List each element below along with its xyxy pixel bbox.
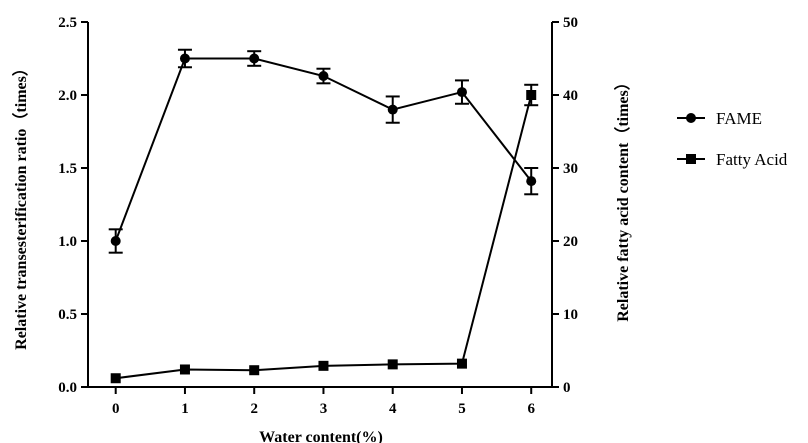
fame-line — [114, 57, 533, 242]
fatty-acid-point — [318, 360, 329, 371]
y2-tick-label: 10 — [563, 307, 578, 323]
fame-point — [387, 104, 398, 115]
ticks: 0.0 0.5 1.0 1.5 2.0 2.5 0 10 20 30 40 50 0 1 2 3 4 5 6 — [58, 15, 578, 417]
legend-fame-marker — [686, 113, 696, 123]
y-tick-label: 0.5 — [58, 307, 77, 323]
fatty-acid-line — [115, 94, 533, 380]
y-tick-label: 2.0 — [58, 88, 77, 104]
y-tick-label: 1.0 — [58, 234, 77, 250]
x-tick-label: 3 — [320, 401, 328, 417]
series-fatty-acid — [110, 83, 539, 384]
x-axis-title: Water content(%) — [259, 429, 383, 443]
fame-point — [318, 71, 329, 82]
y2-axis-title: Relative fatty acid content（times） — [614, 74, 632, 322]
legend-fatty-acid-marker — [686, 154, 696, 164]
y2-tick-label: 0 — [563, 380, 571, 396]
x-tick-label: 6 — [527, 401, 535, 417]
fatty-acid-point — [179, 364, 190, 375]
y2-tick-label: 20 — [563, 234, 578, 250]
legend: FAME Fatty Acid — [677, 109, 788, 169]
y2-tick-label: 50 — [563, 15, 578, 31]
x-tick-label: 4 — [389, 401, 397, 417]
fame-point — [179, 53, 190, 64]
fame-point — [526, 176, 537, 187]
series-fame — [108, 48, 539, 254]
y-tick-label: 0.0 — [58, 380, 77, 396]
fatty-acid-point — [526, 90, 537, 100]
fame-point — [249, 53, 260, 64]
x-tick-label: 2 — [250, 401, 258, 417]
fame-point — [456, 87, 467, 98]
y2-tick-label: 40 — [563, 88, 578, 104]
fame-point — [110, 236, 121, 246]
fatty-acid-point — [456, 358, 467, 369]
y-axis-title: Relative transesterification ratio（times… — [12, 60, 30, 350]
fatty-acid-point — [110, 373, 121, 384]
y2-tick-label: 30 — [563, 161, 578, 177]
x-tick-label: 5 — [458, 401, 466, 417]
y-tick-label: 2.5 — [58, 15, 77, 31]
x-tick-label: 1 — [181, 401, 189, 417]
fatty-acid-point — [249, 365, 260, 376]
fatty-acid-point — [387, 359, 398, 370]
x-tick-label: 0 — [112, 401, 120, 417]
legend-fame-label: FAME — [716, 109, 762, 128]
axes — [87, 22, 553, 388]
y-tick-label: 1.5 — [58, 161, 77, 177]
legend-fatty-acid-label: Fatty Acid — [716, 150, 788, 169]
